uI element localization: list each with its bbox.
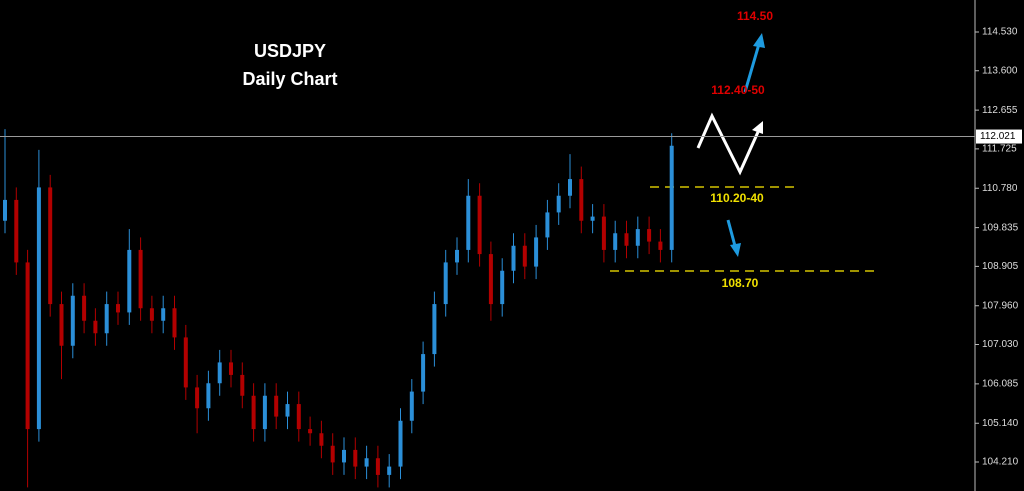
y-tick-label: 110.780: [982, 183, 1018, 194]
candle-body: [466, 195, 471, 250]
zigzag-arrow: [696, 112, 760, 176]
candle-body: [658, 241, 663, 250]
candle-body: [217, 362, 222, 384]
y-tick-label: 113.600: [982, 65, 1018, 76]
y-tick-label: 107.960: [982, 300, 1019, 311]
candle-body: [375, 458, 380, 475]
candle-body: [624, 233, 629, 246]
candle-body: [262, 395, 267, 430]
arrows: [696, 33, 765, 257]
candle-body: [3, 199, 7, 221]
candle-body: [455, 249, 459, 263]
candle-body: [488, 254, 493, 305]
y-tick-label: 112.655: [982, 105, 1018, 116]
candle-body: [398, 420, 403, 467]
candle-body: [432, 304, 437, 355]
candle-body: [421, 354, 426, 392]
y-tick-label: 107.030: [982, 339, 1019, 350]
candle-body: [500, 270, 505, 305]
candle-body: [285, 404, 290, 417]
candle-body: [647, 229, 652, 242]
candle-body: [545, 212, 550, 238]
candle-body: [59, 304, 64, 346]
chart-subtitle: Daily Chart: [242, 69, 337, 89]
candle-body: [477, 195, 482, 255]
candle-body: [183, 337, 188, 388]
y-tick-label: 111.725: [982, 144, 1017, 155]
candle-body: [206, 383, 211, 409]
level-label: 110.20-40: [710, 191, 764, 205]
candle-body: [409, 391, 414, 421]
candle-body: [149, 308, 154, 321]
chart-title: USDJPY: [254, 41, 326, 61]
current-price-label: 112.021: [980, 131, 1016, 142]
candle-body: [48, 187, 53, 305]
candle-body: [635, 229, 640, 246]
level-label: 108.70: [722, 276, 759, 290]
candle-body: [613, 233, 618, 250]
target-label: 114.50: [737, 9, 773, 23]
candle-body: [116, 304, 120, 313]
y-tick-label: 114.530: [982, 27, 1018, 38]
candle-body: [82, 295, 87, 321]
y-tick-label: 104.210: [982, 457, 1019, 468]
candle-body: [274, 395, 279, 417]
candle-body: [308, 429, 313, 434]
candle-body: [353, 449, 358, 467]
candle-body: [568, 179, 572, 196]
candle-body: [251, 395, 256, 430]
candle-body: [93, 320, 98, 334]
candle-body: [319, 433, 324, 446]
candle-body: [161, 308, 166, 321]
candle-body: [104, 304, 109, 334]
y-tick-label: 108.905: [982, 261, 1019, 272]
candle-body: [229, 362, 233, 375]
y-tick-label: 106.085: [982, 379, 1019, 390]
candle-body: [590, 216, 595, 221]
arrow-down: [726, 219, 737, 247]
candle-body: [669, 145, 674, 250]
current-price-box: [976, 129, 1022, 144]
candle-body: [296, 404, 301, 430]
candle-body: [25, 262, 30, 430]
candle-body: [70, 295, 75, 346]
arrowhead: [753, 33, 765, 48]
candle-body: [127, 249, 132, 313]
arrow-up: [743, 43, 761, 93]
candle-body: [195, 387, 200, 409]
candle-body: [522, 245, 527, 267]
arrowhead: [730, 243, 741, 257]
y-tick-label: 109.835: [982, 222, 1019, 233]
candle-body: [172, 308, 177, 338]
candle-body: [556, 195, 561, 213]
target-label: 112.40-50: [711, 83, 765, 97]
candle-body: [579, 179, 584, 221]
y-tick-label: 105.140: [982, 418, 1019, 429]
candle-body: [534, 237, 539, 267]
candle-body: [342, 449, 346, 463]
candle-body: [601, 216, 606, 250]
candle-body: [387, 466, 392, 475]
candle-body: [14, 199, 19, 263]
candle-body: [240, 374, 245, 396]
candle-body: [364, 458, 369, 467]
candle-body: [138, 249, 143, 309]
candle-body: [36, 187, 41, 430]
candle-body: [330, 445, 335, 463]
candle-body: [443, 262, 448, 305]
candle-body: [511, 245, 516, 271]
arrowhead: [752, 121, 763, 134]
